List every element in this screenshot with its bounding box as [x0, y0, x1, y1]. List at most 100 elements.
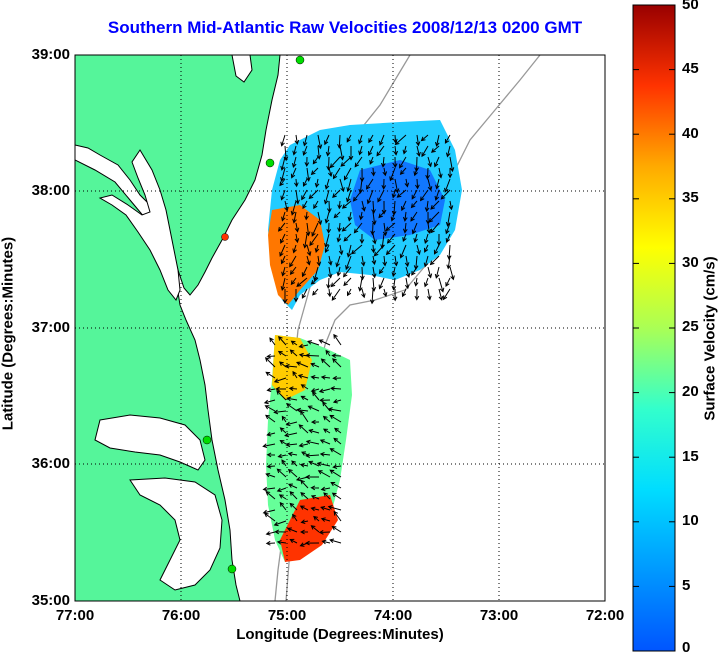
velocity-arrow — [306, 244, 312, 257]
delaware-bay — [231, 55, 253, 83]
velocity-arrow — [266, 452, 276, 458]
velocity-arrow — [429, 255, 440, 266]
velocity-arrow — [290, 167, 297, 179]
velocity-arrow — [372, 233, 377, 245]
velocity-arrow — [290, 200, 297, 216]
x-tick-label: 75:00 — [267, 607, 307, 624]
velocity-arrow — [415, 178, 420, 190]
colorbar-tick-label: 35 — [682, 189, 699, 206]
velocity-arrow — [358, 145, 363, 156]
velocity-arrow — [430, 222, 440, 234]
velocity-arrow — [286, 396, 298, 402]
colorbar-tick-label: 15 — [682, 448, 699, 465]
velocity-arrow — [292, 211, 297, 224]
velocity-arrow — [310, 485, 320, 491]
velocity-arrow — [370, 222, 375, 236]
velocity-arrow — [347, 211, 353, 222]
velocity-arrow — [380, 156, 386, 168]
velocity-arrow — [295, 361, 309, 368]
velocity-arrow — [326, 200, 332, 214]
velocity-arrow — [401, 288, 407, 298]
velocity-arrow — [330, 277, 341, 288]
velocity-arrow — [347, 288, 352, 297]
velocity-arrow — [376, 145, 385, 157]
velocity-arrow — [369, 288, 375, 305]
velocity-arrow — [296, 277, 308, 287]
velocity-arrow — [332, 375, 342, 381]
velocity-arrow — [346, 189, 352, 203]
velocity-arrow — [352, 189, 363, 202]
colorbar-tick-label: 50 — [682, 0, 699, 13]
velocity-arrow — [296, 407, 309, 413]
velocity-arrow — [282, 288, 288, 305]
y-tick-label: 37:00 — [31, 319, 70, 336]
velocity-arrow — [305, 474, 320, 480]
velocity-arrow — [291, 460, 298, 467]
velocity-arrow — [285, 421, 298, 427]
velocity-arrow — [305, 167, 311, 182]
velocity-arrow — [370, 244, 376, 254]
x-tick-label: 77:00 — [55, 607, 95, 624]
velocity-arrow — [277, 453, 287, 459]
velocity-arrow — [330, 481, 342, 489]
velocity-arrow — [438, 277, 445, 293]
velocity-arrows — [262, 134, 455, 547]
velocity-arrow — [312, 156, 319, 165]
velocity-arrow — [393, 255, 399, 267]
velocity-arrow — [298, 424, 309, 434]
velocity-field-south-fast — [280, 495, 338, 562]
velocity-arrow — [305, 453, 320, 458]
velocity-arrow — [410, 211, 418, 222]
velocity-arrow — [434, 189, 440, 201]
velocity-arrow — [354, 156, 363, 168]
radar-site — [221, 233, 229, 241]
velocity-arrow — [413, 277, 419, 287]
velocity-arrow — [425, 167, 430, 180]
velocity-arrow — [274, 529, 287, 535]
velocity-arrow — [279, 501, 287, 511]
velocity-arrow — [327, 266, 333, 279]
velocity-arrow — [423, 255, 429, 268]
velocity-arrow — [336, 266, 342, 277]
velocity-arrow — [297, 374, 309, 379]
velocity-arrow — [279, 439, 287, 445]
velocity-arrow — [317, 470, 331, 478]
velocity-arrow — [264, 405, 276, 412]
velocity-arrow — [263, 399, 276, 405]
velocity-arrow — [337, 200, 342, 210]
velocity-arrow — [411, 189, 418, 200]
velocity-arrow — [294, 222, 300, 233]
velocity-arrow — [421, 145, 429, 158]
velocity-arrow — [279, 427, 287, 434]
velocity-arrow — [378, 277, 385, 290]
velocity-arrow — [336, 233, 342, 243]
velocity-arrow — [280, 156, 286, 171]
velocity-arrow — [310, 167, 319, 176]
radar-site — [227, 564, 237, 574]
plot-frame — [74, 54, 606, 602]
velocity-arrow — [302, 233, 308, 249]
velocity-arrow — [277, 350, 287, 357]
velocity-arrow — [276, 539, 287, 545]
velocity-arrow — [371, 266, 377, 279]
velocity-arrow — [366, 178, 374, 190]
velocity-arrow — [416, 145, 421, 157]
velocity-arrow — [411, 222, 418, 235]
y-axis-label: Latitude (Degrees:Minutes) — [0, 236, 17, 431]
velocity-arrow — [361, 288, 366, 299]
velocity-arrow — [319, 451, 331, 457]
velocity-arrow — [279, 233, 286, 244]
colorbar-tick-label: 45 — [682, 60, 699, 77]
velocity-arrow — [392, 288, 398, 302]
velocity-arrow — [445, 277, 451, 287]
velocity-arrow — [359, 233, 365, 244]
velocity-arrow — [317, 211, 323, 226]
velocity-arrow — [290, 277, 297, 286]
velocity-arrow — [378, 266, 385, 275]
velocity-arrow — [320, 505, 331, 511]
velocity-arrow — [263, 512, 276, 522]
radar-site — [202, 435, 212, 445]
velocity-arrow — [281, 266, 286, 277]
velocity-arrow — [289, 255, 297, 268]
velocity-arrow — [318, 339, 331, 346]
